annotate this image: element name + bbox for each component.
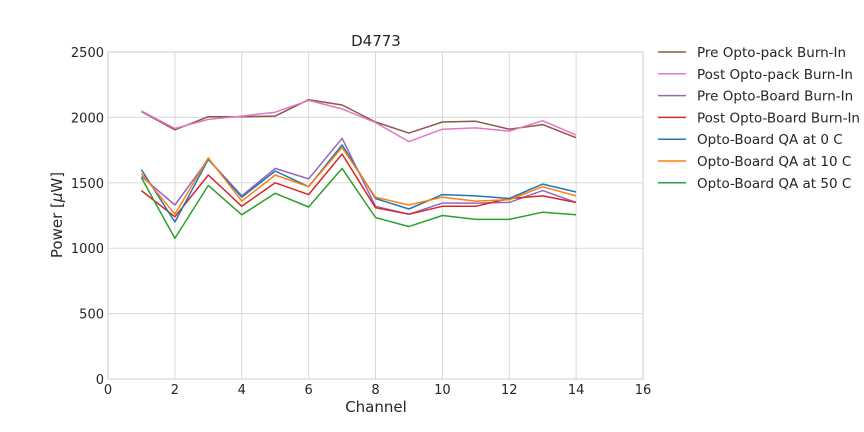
y-tick-label: 1000: [71, 242, 104, 257]
plot-frame: [107, 51, 644, 380]
x-tick-label: 6: [304, 383, 312, 398]
x-tick-label: 16: [635, 383, 652, 398]
y-axis-label-prefix: Power [: [48, 202, 66, 258]
x-tick-label: 10: [434, 383, 451, 398]
series-line: [140, 167, 577, 240]
x-tick-label: 2: [171, 383, 179, 398]
y-axis-ticks: 0 500 1000 1500 2000 2500: [71, 46, 104, 388]
x-tick-label: 12: [501, 383, 518, 398]
legend-item: Pre Opto-pack Burn-In: [658, 45, 846, 61]
legend-label: Opto-Board QA at 0 C: [697, 132, 843, 148]
legend-item: Opto-Board QA at 0 C: [658, 132, 843, 148]
legend-item: Post Opto-pack Burn-In: [658, 67, 853, 83]
legend-item: Post Opto-Board Burn-In: [658, 110, 860, 126]
x-axis-ticks: 0 2 4 6 8 10 12 14 16: [104, 383, 651, 398]
x-tick-label: 0: [104, 383, 112, 398]
legend-item: Pre Opto-Board Burn-In: [658, 89, 853, 105]
y-axis-label: Power [μW]: [48, 172, 66, 258]
legend-label: Post Opto-Board Burn-In: [697, 110, 860, 126]
x-tick-label: 8: [371, 383, 379, 398]
legend: Pre Opto-pack Burn-In Post Opto-pack Burn…: [658, 45, 860, 192]
legend-item: Opto-Board QA at 50 C: [658, 176, 851, 192]
legend-label: Opto-Board QA at 50 C: [697, 176, 851, 192]
series-line: [140, 146, 577, 215]
y-axis-label-suffix: W]: [48, 172, 66, 193]
x-tick-label: 14: [568, 383, 585, 398]
legend-label: Pre Opto-Board Burn-In: [697, 89, 853, 105]
y-tick-label: 0: [96, 373, 104, 388]
y-tick-label: 2500: [71, 46, 104, 61]
x-axis-label: Channel: [345, 398, 407, 416]
x-tick-label: 4: [238, 383, 246, 398]
legend-label: Opto-Board QA at 10 C: [697, 154, 851, 170]
y-tick-label: 2000: [71, 111, 104, 126]
series-line: [141, 98, 577, 139]
y-axis-label-unit: μ: [48, 193, 66, 204]
legend-label: Post Opto-pack Burn-In: [697, 67, 853, 83]
y-tick-label: 500: [79, 308, 104, 323]
y-tick-label: 1500: [71, 177, 104, 192]
legend-item: Opto-Board QA at 10 C: [658, 154, 851, 170]
chart-title: D4773: [351, 32, 401, 50]
legend-label: Pre Opto-pack Burn-In: [697, 45, 846, 61]
series-line: [141, 99, 577, 143]
series-lines: [140, 98, 577, 240]
